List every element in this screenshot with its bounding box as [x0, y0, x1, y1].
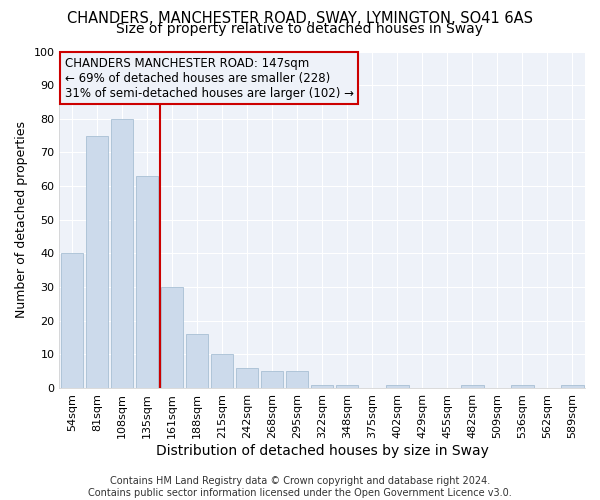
Text: Size of property relative to detached houses in Sway: Size of property relative to detached ho…	[116, 22, 484, 36]
Bar	[111, 119, 133, 388]
Text: CHANDERS MANCHESTER ROAD: 147sqm
← 69% of detached houses are smaller (228)
31% : CHANDERS MANCHESTER ROAD: 147sqm ← 69% o…	[65, 56, 353, 100]
Bar	[386, 384, 409, 388]
Bar	[86, 136, 108, 388]
X-axis label: Distribution of detached houses by size in Sway: Distribution of detached houses by size …	[156, 444, 488, 458]
Bar	[561, 384, 584, 388]
Bar	[511, 384, 533, 388]
Bar	[336, 384, 358, 388]
Bar	[61, 254, 83, 388]
Text: Contains HM Land Registry data © Crown copyright and database right 2024.
Contai: Contains HM Land Registry data © Crown c…	[88, 476, 512, 498]
Bar	[186, 334, 208, 388]
Text: CHANDERS, MANCHESTER ROAD, SWAY, LYMINGTON, SO41 6AS: CHANDERS, MANCHESTER ROAD, SWAY, LYMINGT…	[67, 11, 533, 26]
Bar	[211, 354, 233, 388]
Bar	[311, 384, 334, 388]
Bar	[161, 287, 184, 388]
Bar	[261, 371, 283, 388]
Bar	[286, 371, 308, 388]
Bar	[461, 384, 484, 388]
Bar	[136, 176, 158, 388]
Y-axis label: Number of detached properties: Number of detached properties	[15, 121, 28, 318]
Bar	[236, 368, 259, 388]
